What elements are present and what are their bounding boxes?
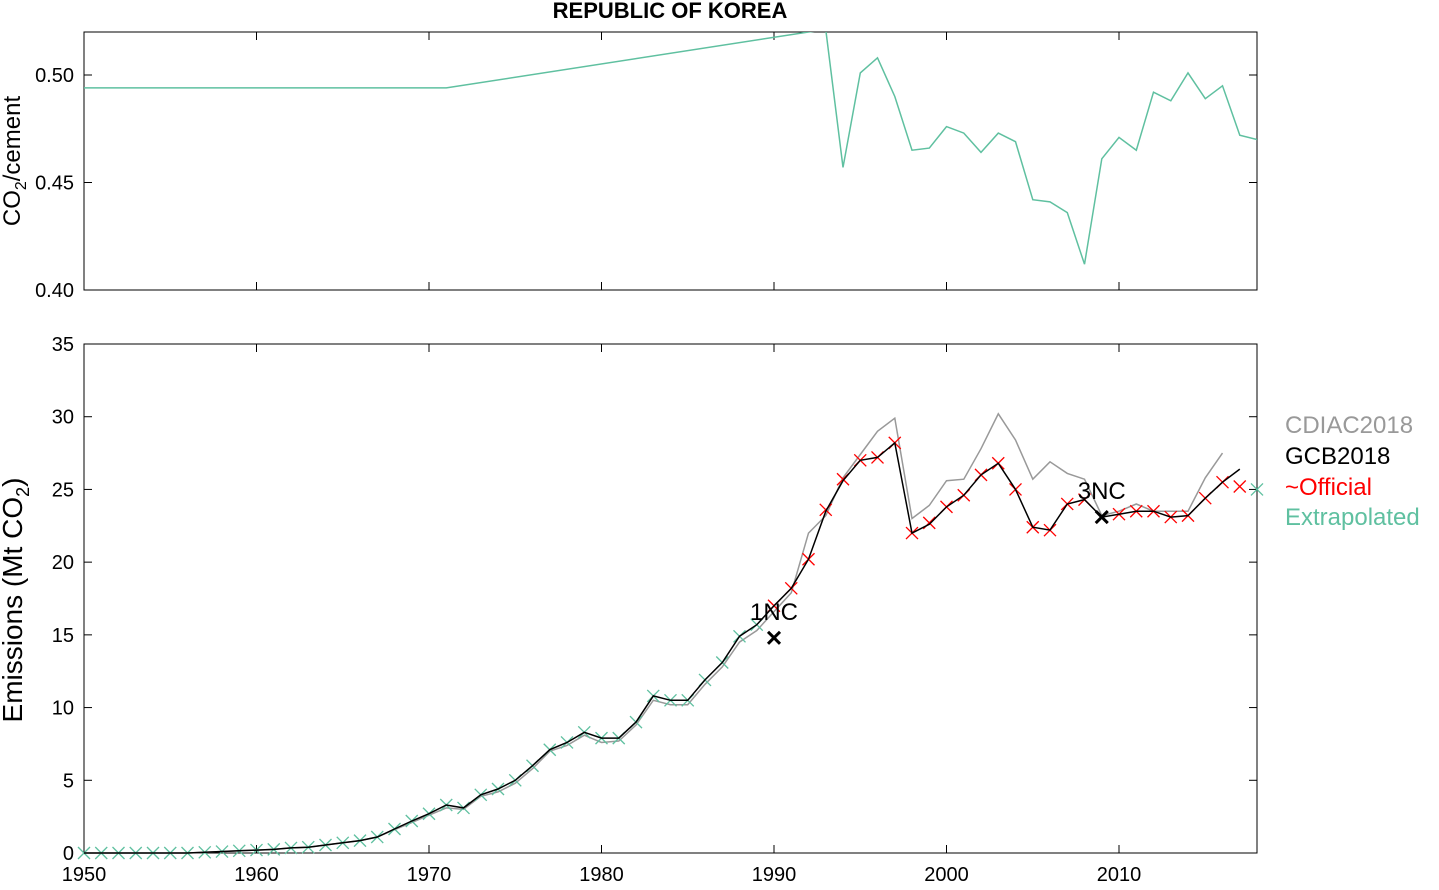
x-tick-label: 1960	[234, 864, 279, 886]
x-tick-label: 1970	[407, 864, 452, 886]
y-tick-label: 5	[63, 770, 74, 792]
cement-ratio-line	[84, 32, 1257, 265]
legend: CDIAC2018 GCB2018 ~Official Extrapolated	[1285, 412, 1420, 531]
legend-item-extrapolated: Extrapolated	[1285, 504, 1420, 531]
top-y-axis-label: CO2/cement	[0, 96, 30, 227]
nc-marker-stroke	[1094, 509, 1109, 525]
extrapolated-marker-stroke	[1250, 482, 1264, 496]
y-tick-label: 25	[52, 479, 74, 501]
x-tick-label: 1980	[579, 864, 624, 886]
legend-item-cdiac2018: CDIAC2018	[1285, 412, 1413, 439]
chart-title: REPUBLIC OF KOREA	[553, 0, 788, 23]
bottom-plot-frame	[83, 343, 1258, 854]
cdiac2018-line	[84, 412, 1224, 854]
gcb2018-line	[84, 441, 1241, 854]
extrapolated-marker	[1250, 482, 1264, 496]
y-tick-label: 15	[52, 625, 74, 647]
top-plot-frame	[83, 31, 1258, 291]
legend-item-official: ~Official	[1285, 474, 1372, 501]
official-marker-stroke	[1233, 480, 1247, 493]
y-tick-label: 10	[52, 698, 74, 720]
x-tick-label: 2010	[1097, 864, 1142, 886]
nc-marker	[766, 630, 782, 645]
nc-label: 3NC	[1078, 478, 1126, 505]
x-tick-label: 1990	[752, 864, 797, 886]
nc-label: 1NC	[750, 599, 798, 626]
nc-marker	[1094, 509, 1109, 525]
y-tick-label: 0.40	[35, 280, 74, 302]
official-marker	[1233, 480, 1247, 493]
y-tick-label: 0.45	[35, 173, 74, 195]
emissions-panel: 0 5 10 15 20 25 30 35 1950 1960 1970 1980 1990 2000 20…	[0, 334, 1264, 886]
cement-ratio-panel: 0.40 0.45 0.50 CO2/cement	[0, 31, 1258, 302]
y-tick-label: 0.50	[35, 65, 74, 87]
y-tick-label: 20	[52, 552, 74, 574]
x-tick-label: 1950	[62, 864, 107, 886]
y-tick-label: 0	[63, 843, 74, 865]
y-tick-label: 35	[52, 334, 74, 356]
bottom-y-axis-label: Emissions (Mt CO2)	[0, 478, 33, 723]
nc-marker-stroke	[766, 630, 782, 645]
legend-item-gcb2018: GCB2018	[1285, 443, 1390, 470]
y-tick-label: 30	[52, 407, 74, 429]
x-tick-label: 2000	[924, 864, 969, 886]
